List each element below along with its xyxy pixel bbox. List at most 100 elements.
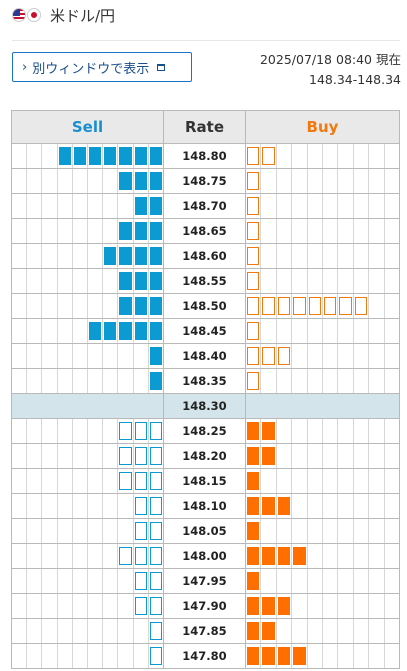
grid-cell: [26, 244, 41, 268]
grid-cell: [12, 544, 26, 568]
buy-volume-block: [291, 544, 307, 568]
grid-cell: [56, 419, 72, 443]
grid-cell: [352, 319, 368, 343]
grid-cell: [322, 269, 337, 293]
sell-volume-block: [147, 169, 163, 193]
sell-volume-block: [132, 244, 148, 268]
order-book-row: 147.85: [11, 618, 400, 644]
sell-volume-block: [102, 244, 117, 268]
grid-cell: [41, 419, 56, 443]
grid-cell: [26, 544, 41, 568]
grid-cell: [102, 419, 117, 443]
grid-cell: [87, 569, 102, 593]
rate-value: 148.65: [163, 218, 246, 244]
grid-cell: [322, 344, 337, 368]
grid-cell: [12, 594, 26, 618]
buy-volume-cell: [245, 168, 400, 194]
grid-cell: [117, 594, 132, 618]
grid-cell: [322, 419, 337, 443]
grid-cell: [71, 594, 87, 618]
buy-volume-block: [246, 294, 260, 318]
grid-cell: [322, 169, 337, 193]
buy-volume-cell: [245, 243, 400, 269]
grid-cell: [87, 194, 102, 218]
open-new-window-button[interactable]: › 別ウィンドウで表示: [12, 52, 192, 82]
timestamp-datetime: 2025/07/18 08:40 現在: [259, 52, 401, 67]
grid-cell: [56, 219, 72, 243]
sell-volume-block: [147, 344, 163, 368]
buy-volume-block: [246, 544, 260, 568]
grid-cell: [56, 269, 72, 293]
grid-cell: [337, 319, 352, 343]
sell-volume-cell: [11, 193, 164, 219]
buy-volume-block: [260, 344, 276, 368]
grid-cell: [56, 369, 72, 393]
grid-cell: [368, 344, 383, 368]
grid-cell: [352, 169, 368, 193]
grid-cell: [102, 519, 117, 543]
grid-cell: [117, 644, 132, 668]
grid-cell: [337, 594, 352, 618]
grid-cell: [41, 244, 56, 268]
rate-value: 148.10: [163, 493, 246, 519]
grid-cell: [26, 144, 41, 168]
order-book-row: 148.55: [11, 268, 400, 294]
grid-cell: [56, 544, 72, 568]
grid-cell: [352, 444, 368, 468]
grid-cell: [26, 369, 41, 393]
grid-cell: [26, 569, 41, 593]
grid-cell: [337, 194, 352, 218]
rate-value: 148.00: [163, 543, 246, 569]
grid-cell: [383, 544, 399, 568]
grid-cell: [306, 594, 322, 618]
sell-volume-block: [132, 444, 148, 468]
order-book-row: 148.80: [11, 143, 400, 169]
grid-cell: [306, 419, 322, 443]
grid-cell: [26, 469, 41, 493]
pair-label: 米ドル/円: [50, 6, 116, 25]
order-book-row: 148.45: [11, 318, 400, 344]
grid-cell: [26, 619, 41, 643]
buy-volume-cell: [245, 443, 400, 469]
sell-volume-block: [132, 469, 148, 493]
grid-cell: [337, 619, 352, 643]
buy-volume-cell: [245, 518, 400, 544]
grid-cell: [56, 469, 72, 493]
buy-volume-cell: [245, 268, 400, 294]
grid-cell: [87, 594, 102, 618]
grid-cell: [260, 369, 275, 393]
grid-cell: [71, 219, 87, 243]
grid-cell: [291, 419, 306, 443]
grid-cell: [117, 619, 132, 643]
buy-volume-block: [246, 619, 260, 643]
grid-cell: [383, 194, 399, 218]
sell-volume-block: [132, 144, 148, 168]
grid-cell: [12, 619, 26, 643]
grid-cell: [383, 169, 399, 193]
grid-cell: [337, 144, 352, 168]
buy-volume-block: [260, 294, 276, 318]
grid-cell: [260, 194, 275, 218]
grid-cell: [275, 244, 291, 268]
grid-cell: [368, 569, 383, 593]
sell-volume-block: [132, 594, 148, 618]
order-book-row: 147.90: [11, 593, 400, 619]
sell-volume-block: [87, 144, 102, 168]
grid-cell: [322, 194, 337, 218]
buy-volume-block: [246, 169, 260, 193]
grid-cell: [368, 519, 383, 543]
grid-cell: [87, 644, 102, 668]
grid-cell: [260, 519, 275, 543]
grid-cell: [87, 294, 102, 318]
grid-cell: [322, 369, 337, 393]
new-window-icon: [157, 63, 166, 71]
chevron-right-icon: ›: [22, 59, 28, 75]
grid-cell: [26, 219, 41, 243]
sell-volume-block: [117, 144, 132, 168]
sell-volume-block: [147, 494, 163, 518]
grid-cell: [12, 369, 26, 393]
grid-cell: [368, 269, 383, 293]
sell-volume-block: [132, 194, 148, 218]
grid-cell: [383, 594, 399, 618]
order-book-row: 148.15: [11, 468, 400, 494]
